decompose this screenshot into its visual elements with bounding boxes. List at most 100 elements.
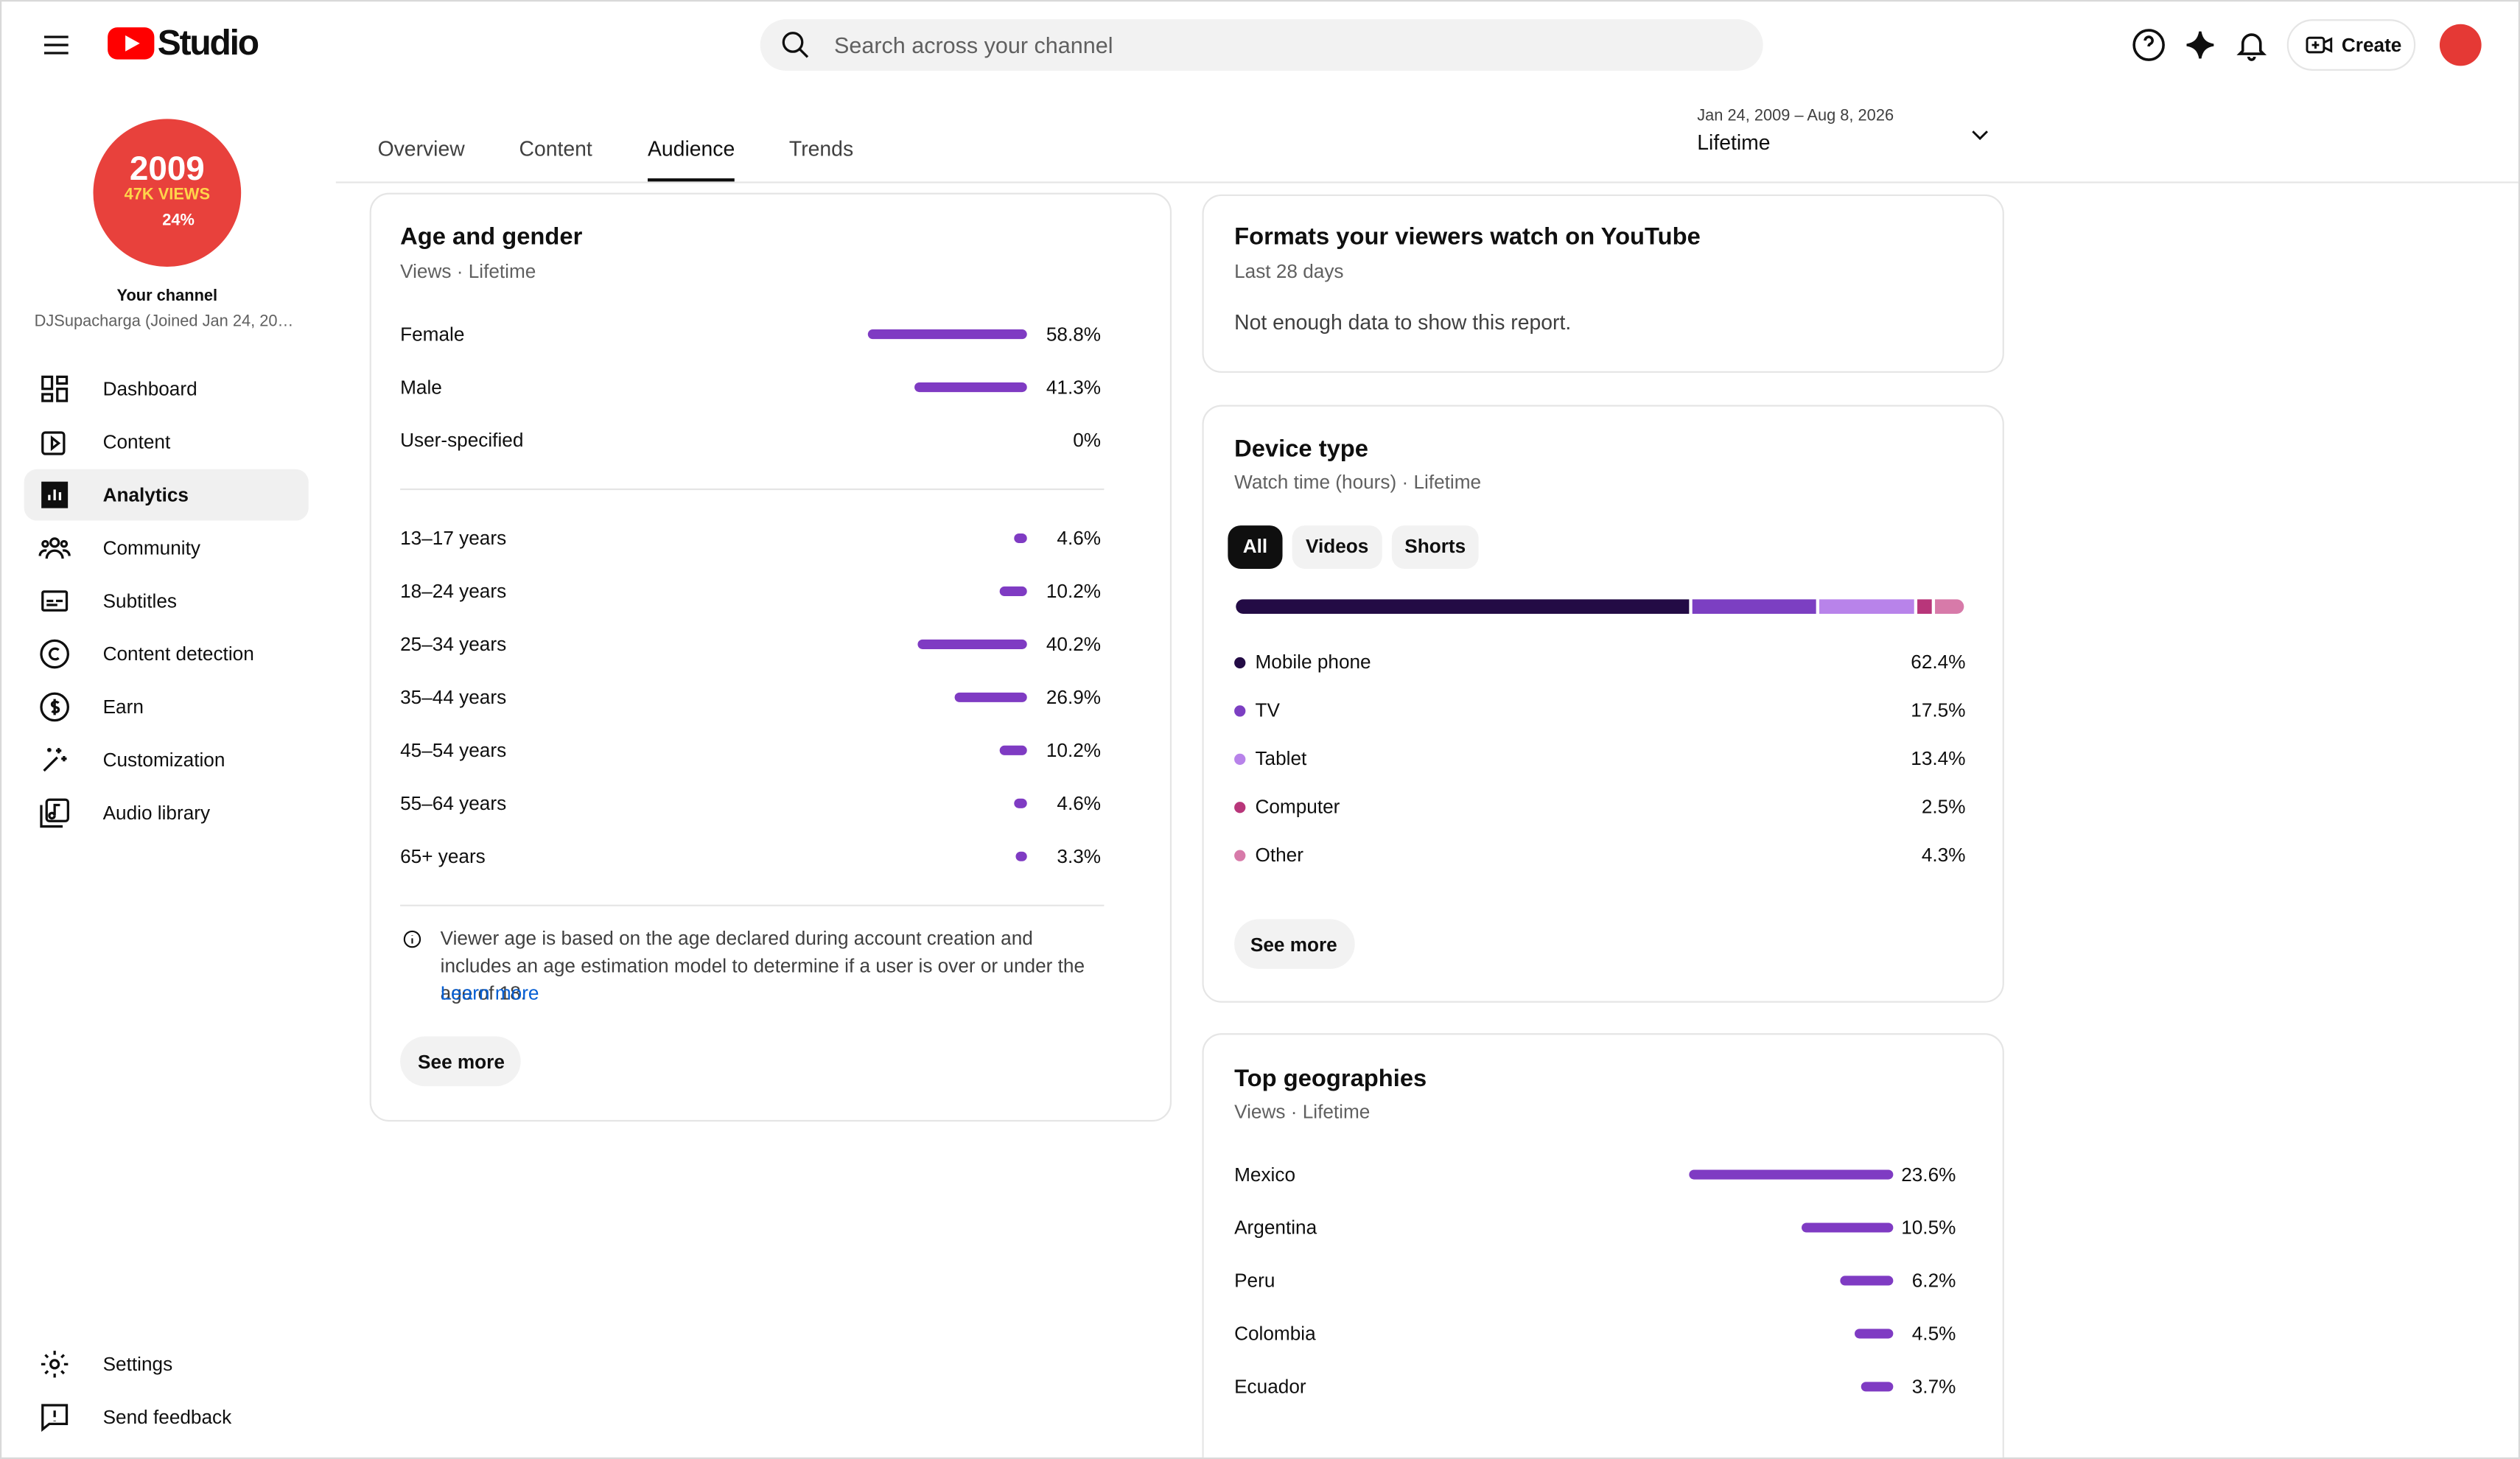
search-bar[interactable] bbox=[760, 19, 1763, 71]
bar bbox=[914, 382, 1027, 393]
tab[interactable]: Content bbox=[519, 136, 592, 161]
icon bbox=[41, 375, 69, 402]
nav-item[interactable]: Dashboard bbox=[102, 377, 197, 400]
legend-label: TV bbox=[1255, 699, 1280, 722]
nav-item[interactable]: Send feedback bbox=[102, 1406, 232, 1429]
icon bbox=[40, 798, 69, 828]
nav-icon bbox=[38, 1402, 71, 1434]
filter-chip[interactable] bbox=[1292, 525, 1382, 569]
row-value: 58.8% bbox=[1046, 323, 1102, 346]
nav-item[interactable]: Community bbox=[102, 536, 200, 559]
legend-dot bbox=[1234, 802, 1246, 814]
row-value: 4.6% bbox=[1057, 792, 1102, 815]
logo-play bbox=[125, 35, 140, 52]
icon bbox=[41, 431, 66, 455]
avatar-percent: 24% bbox=[162, 211, 195, 230]
bar bbox=[1688, 1169, 1894, 1180]
nav-item[interactable]: Content bbox=[102, 430, 171, 453]
legend-dot bbox=[1234, 657, 1246, 669]
icon bbox=[2132, 29, 2165, 61]
avatar-views: 47K VIEWS bbox=[124, 186, 211, 204]
tab[interactable]: Trends bbox=[788, 136, 854, 161]
icon bbox=[40, 639, 69, 669]
legend-label: Other bbox=[1255, 843, 1303, 867]
stacked-segment bbox=[1917, 599, 1933, 614]
nav-icon bbox=[38, 797, 71, 830]
card-title: Formats your viewers watch on YouTube bbox=[1234, 223, 1701, 251]
account-avatar[interactable] bbox=[2439, 24, 2482, 66]
icon bbox=[402, 929, 421, 948]
card-title: Age and gender bbox=[400, 223, 583, 251]
row-label: Colombia bbox=[1234, 1322, 1316, 1346]
row-value: 3.7% bbox=[1911, 1375, 1956, 1399]
date-label[interactable]: Lifetime bbox=[1697, 130, 1771, 155]
nav-item[interactable]: Customization bbox=[102, 749, 225, 772]
filter-chip[interactable] bbox=[1391, 525, 1479, 569]
tab[interactable]: Audience bbox=[647, 136, 735, 161]
ai-button[interactable] bbox=[2184, 29, 2216, 61]
bar bbox=[867, 329, 1027, 340]
stacked-segment bbox=[1236, 599, 1689, 614]
avatar-year: 2009 bbox=[129, 150, 205, 189]
stacked-segment bbox=[1691, 599, 1817, 614]
card-title: Top geographies bbox=[1234, 1065, 1427, 1093]
icon bbox=[2306, 36, 2333, 54]
icon bbox=[2186, 31, 2214, 59]
create-button[interactable] bbox=[2286, 19, 2416, 71]
filter-chip[interactable] bbox=[1228, 525, 1283, 569]
info-icon bbox=[401, 928, 421, 948]
menu-button[interactable] bbox=[41, 29, 73, 61]
bar bbox=[1861, 1382, 1894, 1392]
row-label: 25–34 years bbox=[400, 633, 507, 656]
row-value: 4.5% bbox=[1911, 1322, 1956, 1346]
see-more-button[interactable] bbox=[1234, 919, 1355, 969]
date-dropdown[interactable] bbox=[1966, 121, 1995, 150]
nav-item[interactable]: Content detection bbox=[102, 643, 254, 665]
card-subtitle: Watch time (hours) · Lifetime bbox=[1234, 470, 1482, 494]
row-label: 35–44 years bbox=[400, 686, 507, 709]
see-more-button[interactable] bbox=[400, 1036, 521, 1087]
legend-value: 2.5% bbox=[1921, 795, 1966, 818]
icon bbox=[41, 1404, 69, 1432]
row-label: 65+ years bbox=[400, 845, 486, 868]
row-value: 0% bbox=[1073, 429, 1102, 452]
bar bbox=[999, 745, 1027, 755]
filter-label: All bbox=[1242, 535, 1268, 558]
icon bbox=[782, 32, 809, 58]
bar bbox=[1014, 798, 1027, 808]
nav-item[interactable]: Audio library bbox=[102, 802, 211, 825]
nav-item[interactable]: Analytics bbox=[102, 483, 189, 506]
search-placeholder: Search across your channel bbox=[834, 32, 1113, 58]
nav-item[interactable]: Settings bbox=[102, 1353, 173, 1376]
filter-label: Shorts bbox=[1404, 535, 1466, 558]
nav-icon bbox=[38, 479, 71, 511]
row-label: Ecuador bbox=[1234, 1375, 1306, 1399]
legend-value: 4.3% bbox=[1921, 843, 1966, 867]
row-value: 4.6% bbox=[1057, 527, 1102, 550]
legend-dot bbox=[1234, 850, 1246, 861]
legend-label: Computer bbox=[1255, 795, 1340, 818]
nav-item[interactable]: Earn bbox=[102, 696, 144, 718]
icon bbox=[41, 590, 69, 612]
nav-active-bg bbox=[24, 469, 309, 521]
tab[interactable]: Overview bbox=[377, 136, 465, 161]
card-title: Device type bbox=[1234, 435, 1368, 463]
learn-more-link[interactable]: Learn more bbox=[440, 982, 539, 1004]
divider bbox=[400, 904, 1105, 906]
icon bbox=[41, 1351, 69, 1378]
notifications-button[interactable] bbox=[2234, 27, 2269, 63]
date-range: Jan 24, 2009 – Aug 8, 2026 bbox=[1697, 108, 1894, 126]
icon bbox=[41, 481, 69, 508]
logo-text[interactable]: Studio bbox=[157, 22, 259, 63]
icon bbox=[2236, 33, 2267, 61]
card-subtitle: Views · Lifetime bbox=[1234, 1100, 1371, 1124]
legend-dot bbox=[1234, 705, 1246, 717]
nav-item[interactable]: Subtitles bbox=[102, 589, 177, 612]
row-label: Mexico bbox=[1234, 1163, 1296, 1186]
help-button[interactable] bbox=[2131, 27, 2166, 63]
nav-icon bbox=[38, 426, 71, 458]
see-more-label: See more bbox=[418, 1051, 505, 1074]
empty-message: Not enough data to show this report. bbox=[1234, 309, 1572, 335]
